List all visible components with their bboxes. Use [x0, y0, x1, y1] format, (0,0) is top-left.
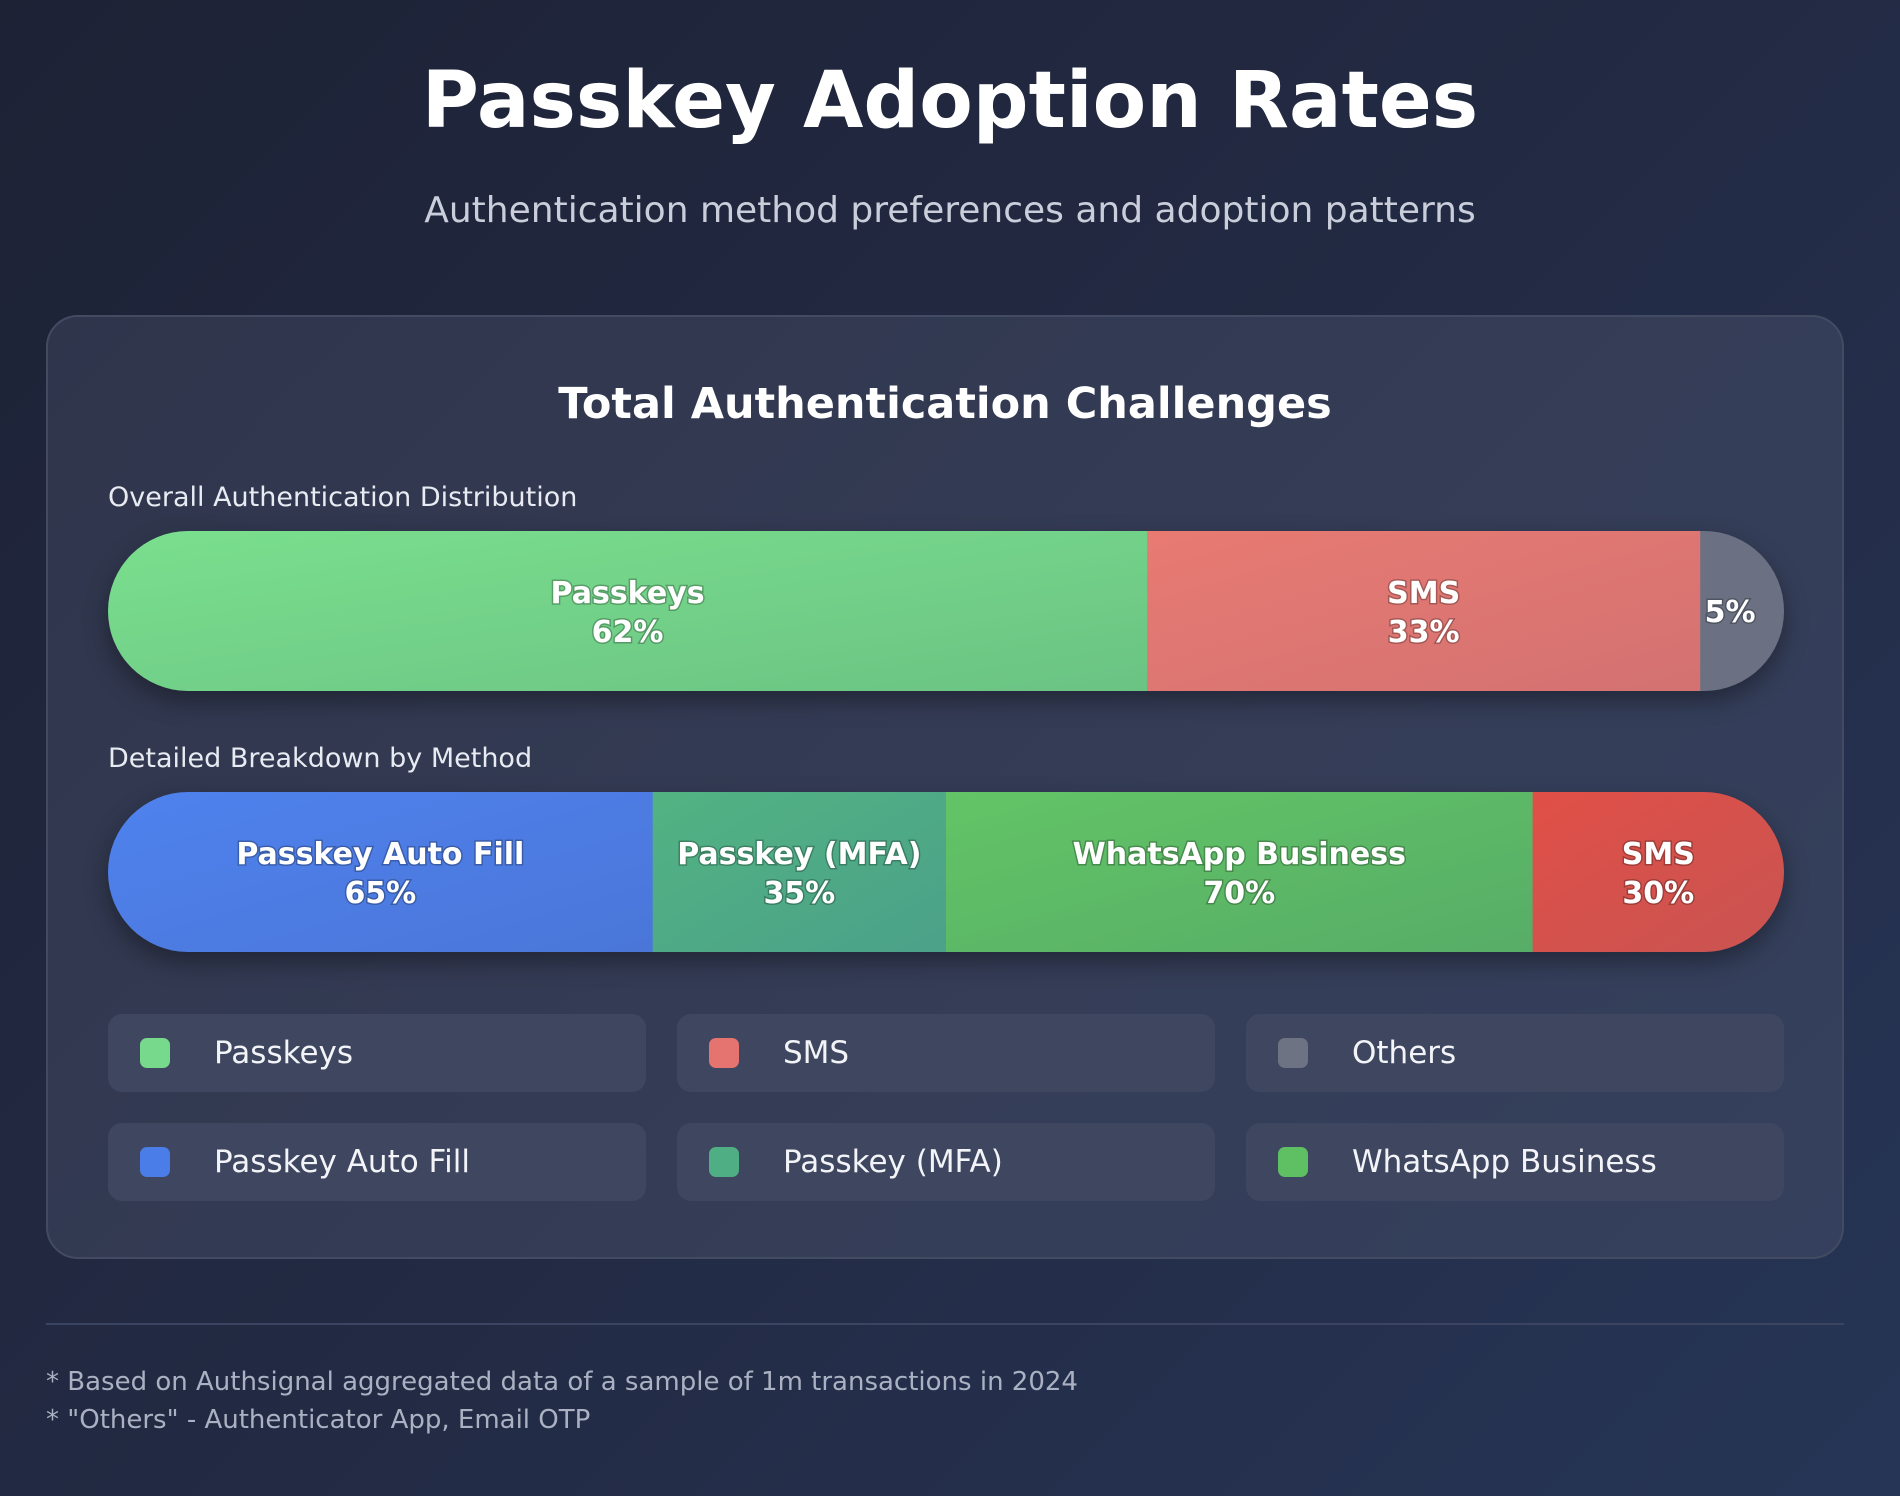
legend-label: Passkey Auto Fill: [214, 1144, 470, 1180]
segment-name-label: WhatsApp Business: [1073, 837, 1406, 872]
segment-value-label: 35%: [763, 876, 835, 911]
legend-label: WhatsApp Business: [1352, 1144, 1657, 1180]
legend-item-whatsapp-business: WhatsApp Business: [1246, 1123, 1784, 1201]
bar-segment-whatsapp-business: [946, 792, 1534, 952]
legend-label: Others: [1352, 1035, 1457, 1071]
bar-segment-passkey-auto-fill: [108, 792, 654, 952]
card-title: Total Authentication Challenges: [558, 379, 1332, 429]
legend-item-passkey-auto-fill: Passkey Auto Fill: [108, 1123, 646, 1201]
detailed-breakdown-svg: Passkey Auto Fill 65% Passkey (MFA) 35% What…: [108, 792, 1784, 952]
detailed-breakdown-label: Detailed Breakdown by Method: [108, 743, 533, 774]
legend-swatch: [709, 1038, 739, 1068]
legend: Passkeys SMS Others Passkey Auto Fill Pa…: [108, 1014, 1784, 1201]
bar-segment-passkey-mfa: [652, 792, 947, 952]
segment-value-label: 70%: [1203, 876, 1275, 911]
segment-value-label: 33%: [1388, 615, 1460, 650]
legend-swatch: [140, 1147, 170, 1177]
segment-value-label: 65%: [344, 876, 416, 911]
overall-distribution-bar: Passkeys 62% SMS 33% 5%: [108, 531, 1784, 691]
segment-name-label: SMS: [1387, 576, 1460, 611]
page-subtitle: Authentication method preferences and ad…: [424, 190, 1476, 231]
page-title: Passkey Adoption Rates: [421, 56, 1479, 146]
legend-swatch: [709, 1147, 739, 1177]
legend-swatch: [140, 1038, 170, 1068]
footnote-source: * Based on Authsignal aggregated data of…: [46, 1367, 1078, 1397]
detailed-breakdown-bar: Passkey Auto Fill 65% Passkey (MFA) 35% What…: [108, 792, 1784, 952]
overall-distribution-svg: Passkeys 62% SMS 33% 5%: [108, 531, 1784, 691]
overall-distribution-label: Overall Authentication Distribution: [108, 482, 578, 513]
legend-item-passkey-mfa: Passkey (MFA): [677, 1123, 1215, 1201]
segment-value-label: 62%: [592, 615, 664, 650]
bar-segment-sms: [1147, 531, 1701, 691]
legend-label: Passkeys: [214, 1035, 354, 1071]
footnote-others: * "Others" - Authenticator App, Email OT…: [46, 1405, 591, 1435]
legend-swatch: [1278, 1147, 1308, 1177]
chart-card: Total Authentication Challenges Overall …: [46, 315, 1844, 1259]
legend-item-others: Others: [1246, 1014, 1784, 1092]
legend-swatch: [1278, 1038, 1308, 1068]
segment-name-label: SMS: [1622, 837, 1695, 872]
bar-segment-sms: [1532, 792, 1784, 952]
footer-divider: [46, 1323, 1844, 1325]
legend-label: Passkey (MFA): [783, 1144, 1003, 1180]
legend-label: SMS: [783, 1035, 850, 1071]
segment-name-label: Passkey (MFA): [677, 837, 921, 872]
legend-item-passkeys: Passkeys: [108, 1014, 646, 1092]
bar-segment-passkeys: [108, 531, 1148, 691]
segment-value-label: 5%: [1705, 595, 1756, 630]
legend-item-sms: SMS: [677, 1014, 1215, 1092]
segment-name-label: Passkey Auto Fill: [236, 837, 524, 872]
segment-name-label: Passkeys: [551, 576, 705, 611]
segment-value-label: 30%: [1622, 876, 1694, 911]
